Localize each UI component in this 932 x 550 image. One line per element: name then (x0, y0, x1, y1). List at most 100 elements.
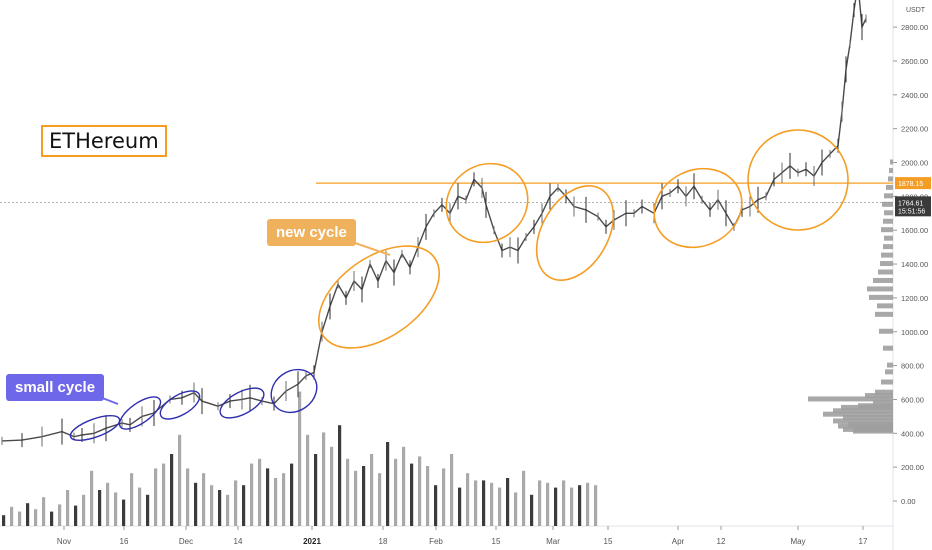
x-tick-label: 2021 (303, 537, 321, 546)
y-tick-label: 600.00 (901, 395, 924, 404)
new-cycle-callout: new cycle (267, 219, 356, 246)
x-tick-label: Mar (546, 537, 560, 546)
volume-profile-bar (884, 193, 893, 199)
volume-bar (482, 480, 486, 526)
volume-bar (450, 454, 454, 526)
volume-profile-bar (881, 252, 893, 258)
volume-profile-bar (879, 328, 893, 334)
volume-bar (306, 434, 310, 526)
small-cycle-ellipse (118, 396, 162, 430)
volume-profile-bar (880, 261, 893, 267)
y-tick-label: 2000.00 (901, 159, 928, 168)
volume-profile-bar (878, 269, 893, 275)
x-tick-label: Feb (429, 537, 443, 546)
volume-bar (186, 468, 190, 526)
small-cycle-ellipse (159, 390, 201, 420)
volume-bar (178, 434, 182, 526)
volume-profile-bar (887, 362, 893, 368)
x-tick-label: 16 (120, 537, 129, 546)
y-tick-label: 1200.00 (901, 294, 928, 303)
volume-profile-bar (883, 218, 893, 224)
volume-profile-bar (843, 415, 893, 421)
volume-profile-bar (808, 396, 893, 402)
plot-area (0, 0, 893, 526)
volume-bar (546, 482, 550, 526)
volume-profile-bar (848, 421, 893, 427)
x-tick-label: 12 (717, 537, 726, 546)
current-price-badge (895, 196, 931, 217)
volume-bar (210, 485, 214, 526)
volume-profile-bar (869, 294, 893, 300)
volume-profile-bar (833, 408, 893, 414)
volume-bar (266, 468, 270, 526)
volume-bar (458, 487, 462, 526)
volume-bar (418, 456, 422, 526)
volume-profile-bar (889, 167, 893, 173)
volume-bar (226, 494, 230, 526)
volume-bar (218, 490, 222, 526)
volume-bar (370, 454, 374, 526)
volume-bar (402, 446, 406, 526)
volume-profile-bar (886, 184, 893, 190)
y-tick-label: 1400.00 (901, 260, 928, 269)
y-tick-label: 400.00 (901, 429, 924, 438)
volume-profile-bar (877, 303, 893, 309)
volume-bar (490, 482, 494, 526)
volume-profile-bar (873, 399, 893, 405)
volume-bar (354, 470, 358, 526)
big-cycle-ellipse (535, 185, 615, 281)
y-tick-label: 2400.00 (901, 91, 928, 100)
volume-bar (194, 482, 198, 526)
y-tick-label: 2600.00 (901, 57, 928, 66)
volume-bar (338, 425, 342, 526)
x-tick-label: 14 (234, 537, 243, 546)
volume-bar (594, 485, 598, 526)
volume-bar (538, 480, 542, 526)
volume-bar (130, 473, 134, 526)
volume-bar (466, 473, 470, 526)
y-tick-label: 2200.00 (901, 125, 928, 134)
big-cycle-ellipse (653, 167, 743, 249)
volume-profile-bar (881, 227, 893, 233)
volume-bar (26, 503, 30, 526)
volume-bar (298, 391, 302, 526)
symbol-title-box: ETHereum (41, 125, 167, 157)
volume-profile-bar (883, 244, 893, 250)
currency-label: USDT (906, 7, 926, 14)
volume-bar (138, 487, 142, 526)
volume-profile-bar (867, 286, 893, 292)
volume-bar (154, 468, 158, 526)
volume-bar (18, 511, 22, 526)
volume-bar (378, 473, 382, 526)
volume-bar (66, 490, 70, 526)
volume-bar (234, 480, 238, 526)
y-tick-label: 200.00 (901, 463, 924, 472)
volume-bar (498, 487, 502, 526)
volume-bar (426, 466, 430, 526)
volume-bar (554, 487, 558, 526)
volume-bar (386, 442, 390, 526)
volume-profile-bar (884, 210, 893, 216)
volume-profile-bar (881, 379, 893, 385)
volume-profile-bar (883, 345, 893, 351)
volume-profile-bar (884, 235, 893, 241)
volume-bar (442, 468, 446, 526)
volume-bar (98, 490, 102, 526)
x-tick-label: 18 (379, 537, 388, 546)
volume-bar (410, 463, 414, 526)
volume-bar (570, 487, 574, 526)
volume-profile-bar (873, 277, 893, 283)
volume-bar (330, 446, 334, 526)
x-tick-label: Nov (57, 537, 71, 546)
volume-bar (322, 432, 326, 526)
volume-bar (274, 478, 278, 526)
y-tick-label: 0.00 (901, 497, 916, 506)
volume-bar (578, 485, 582, 526)
current-price-label: 1764.61 (898, 200, 923, 207)
y-tick-label: 1000.00 (901, 328, 928, 337)
volume-profile-bar (882, 201, 893, 207)
volume-bar (394, 458, 398, 526)
volume-bar (346, 458, 350, 526)
